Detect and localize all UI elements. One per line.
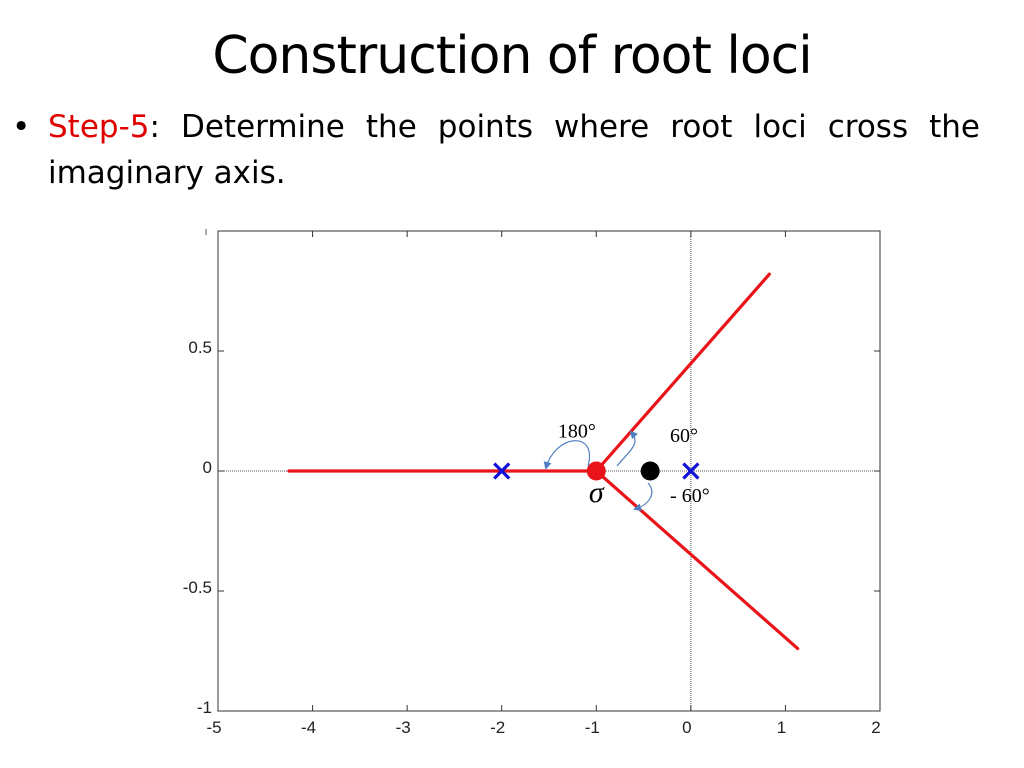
sigma-label: σ bbox=[589, 476, 605, 509]
bullet-item: • Step-5: Determine the points where roo… bbox=[12, 104, 980, 196]
angle-label-60: 60° bbox=[670, 425, 698, 447]
locus-branch-3 bbox=[594, 469, 800, 651]
x-tick-label: -2 bbox=[490, 718, 505, 737]
pole-marker-2 bbox=[682, 462, 700, 480]
angle-label-180: 180° bbox=[558, 420, 596, 442]
angle-arrow-180 bbox=[543, 440, 591, 470]
pole-stroke-b bbox=[682, 462, 700, 480]
x-tick-label: 2 bbox=[871, 718, 880, 737]
angle-arrow-minus-60 bbox=[633, 482, 653, 512]
step-description: : Determine the points where root loci c… bbox=[48, 109, 980, 191]
x-tick-label: 1 bbox=[777, 718, 786, 737]
pole-stroke-b bbox=[493, 462, 511, 480]
step-label: Step-5 bbox=[48, 109, 150, 145]
y-tick-label: -0.5 bbox=[183, 578, 212, 597]
x-tick-label: -1 bbox=[585, 718, 600, 737]
centroid-point bbox=[586, 461, 606, 481]
y-tick-label: 0.5 bbox=[188, 338, 212, 357]
x-tick-label: 0 bbox=[682, 718, 691, 737]
angle-arrow-60 bbox=[616, 430, 639, 467]
x-tick-label: -4 bbox=[301, 718, 316, 737]
slide-title: Construction of root loci bbox=[212, 26, 812, 86]
pole-marker-1 bbox=[493, 462, 511, 480]
bullet-text: Step-5: Determine the points where root … bbox=[48, 104, 980, 196]
y-tick-label: -1 bbox=[197, 698, 212, 717]
y-tick-label: 0 bbox=[203, 458, 212, 477]
x-tick-label: -5 bbox=[206, 718, 221, 737]
angle-label-minus-60: - 60° bbox=[670, 485, 710, 507]
bullet-dot: • bbox=[12, 109, 31, 145]
marked-point bbox=[640, 461, 660, 481]
locus-branch-2 bbox=[594, 272, 771, 473]
x-tick-label: -3 bbox=[396, 718, 411, 737]
